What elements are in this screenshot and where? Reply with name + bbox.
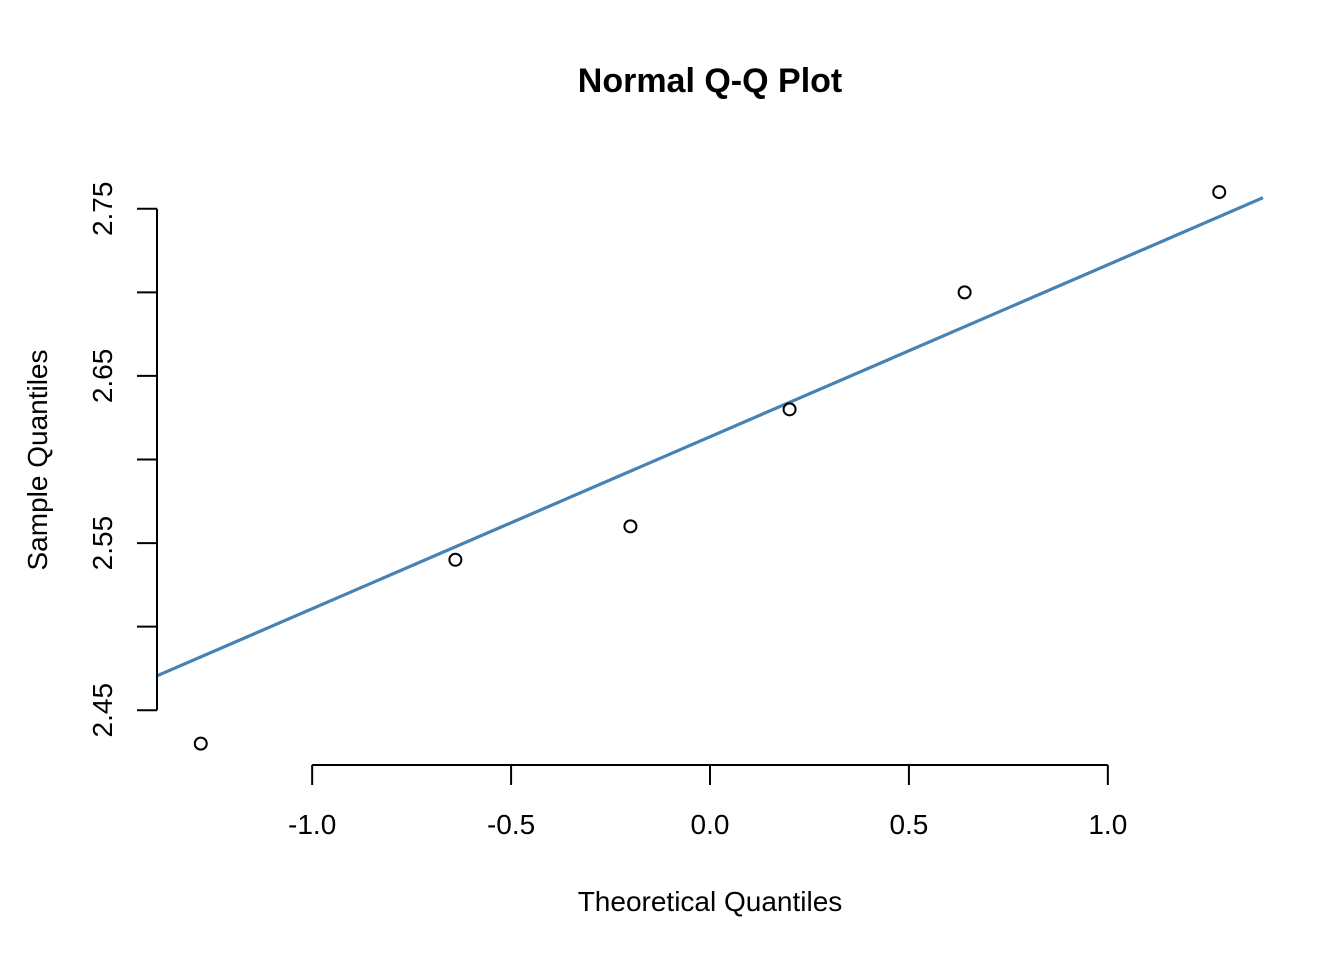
data-point xyxy=(957,285,972,300)
y-tick-label: 2.75 xyxy=(87,182,118,237)
x-tick-label: -1.0 xyxy=(288,809,336,840)
x-axis-label: Theoretical Quantiles xyxy=(578,886,843,917)
data-point xyxy=(448,552,463,567)
data-point xyxy=(193,736,208,751)
y-axis-label: Sample Quantiles xyxy=(22,349,53,570)
y-axis: 2.45 2.55 2.65 2.75 xyxy=(87,182,158,738)
x-tick-label: 1.0 xyxy=(1088,809,1127,840)
plot-area xyxy=(156,185,1264,751)
y-tick-label: 2.65 xyxy=(87,349,118,404)
data-point xyxy=(623,519,638,534)
x-tick-label: 0.0 xyxy=(691,809,730,840)
y-tick-label: 2.55 xyxy=(87,516,118,571)
data-point xyxy=(1212,185,1227,200)
x-tick-label: 0.5 xyxy=(889,809,928,840)
reference-line xyxy=(156,196,1264,678)
y-tick-label: 2.45 xyxy=(87,683,118,738)
chart-title: Normal Q-Q Plot xyxy=(578,62,842,100)
data-point xyxy=(782,402,797,417)
x-axis: -1.0 -0.5 0.0 0.5 1.0 xyxy=(288,764,1127,840)
x-tick-label: -0.5 xyxy=(487,809,535,840)
